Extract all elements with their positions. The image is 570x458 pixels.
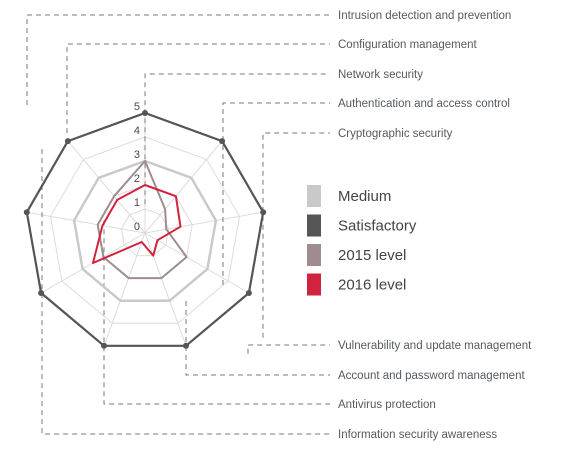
vertex-point-1 bbox=[142, 110, 148, 116]
grid-spoke-4 bbox=[144, 232, 250, 294]
leader-line-3 bbox=[144, 73, 330, 205]
radar-series bbox=[23, 110, 267, 349]
series-satisfactory bbox=[25, 111, 265, 347]
grid-spoke-8 bbox=[26, 211, 146, 234]
axis-label-9: Information security awareness bbox=[338, 429, 497, 441]
leader-line-8 bbox=[103, 220, 330, 405]
vertex-point-6 bbox=[101, 342, 107, 349]
vertex-point-9 bbox=[64, 138, 71, 145]
grid-spoke-6 bbox=[103, 232, 146, 346]
leader-line-1 bbox=[26, 14, 330, 105]
grid-spoke-5 bbox=[144, 232, 187, 346]
leader-line-2 bbox=[66, 43, 330, 134]
vertex-point-7 bbox=[38, 290, 45, 296]
axis-leader-lines bbox=[26, 14, 330, 435]
series-2016-level bbox=[92, 184, 182, 264]
series-2015-level bbox=[96, 160, 188, 280]
axis-labels: Intrusion detection and prevention Config… bbox=[338, 10, 532, 441]
legend-swatch-2016-level bbox=[307, 273, 321, 296]
tick-label-2: 2 bbox=[134, 173, 140, 185]
leader-line-4 bbox=[222, 102, 330, 285]
tick-label-4: 4 bbox=[134, 125, 140, 137]
vertex-point-5 bbox=[183, 342, 189, 349]
tick-label-5: 5 bbox=[134, 101, 140, 113]
tick-label-1: 1 bbox=[134, 197, 140, 209]
legend-label-medium: Medium bbox=[338, 188, 391, 205]
legend-label-2015-level: 2015 level bbox=[338, 247, 406, 264]
vertex-point-8 bbox=[23, 209, 30, 216]
legend: Medium Satisfactory 2015 level 2016 level bbox=[307, 185, 417, 296]
grid-spoke-9 bbox=[67, 140, 146, 234]
vertex-point-2 bbox=[219, 138, 226, 145]
axis-label-3: Network security bbox=[338, 69, 423, 81]
series-medium bbox=[72, 159, 218, 302]
axis-label-2: Configuration management bbox=[338, 39, 478, 51]
axis-label-8: Antivirus protection bbox=[338, 399, 436, 411]
axis-label-6: Vulnerability and update management bbox=[338, 340, 532, 352]
grid-spoke-3 bbox=[144, 211, 264, 234]
leader-line-6 bbox=[247, 344, 330, 354]
axis-label-5: Cryptographic security bbox=[338, 128, 453, 140]
leader-line-7 bbox=[185, 301, 330, 376]
axis-label-4: Authentication and access control bbox=[338, 98, 510, 110]
tick-label-0: 0 bbox=[134, 221, 140, 233]
legend-label-satisfactory: Satisfactory bbox=[338, 218, 417, 235]
grid-ring-1 bbox=[120, 208, 170, 257]
vertex-point-3 bbox=[260, 209, 267, 216]
scale-tick-labels: 0 1 2 3 4 5 bbox=[134, 101, 140, 233]
legend-label-2016-level: 2016 level bbox=[338, 277, 406, 294]
vertex-point-4 bbox=[245, 290, 252, 296]
legend-swatch-medium bbox=[307, 185, 321, 207]
tick-label-3: 3 bbox=[134, 149, 140, 161]
legend-swatch-satisfactory bbox=[307, 214, 321, 237]
leader-line-9 bbox=[41, 149, 330, 435]
axis-label-1: Intrusion detection and prevention bbox=[338, 10, 511, 22]
grid-ring-4 bbox=[49, 136, 241, 324]
legend-swatch-2015-level bbox=[307, 244, 321, 266]
axis-label-7: Account and password management bbox=[338, 370, 525, 382]
grid-spoke-2 bbox=[144, 140, 223, 234]
